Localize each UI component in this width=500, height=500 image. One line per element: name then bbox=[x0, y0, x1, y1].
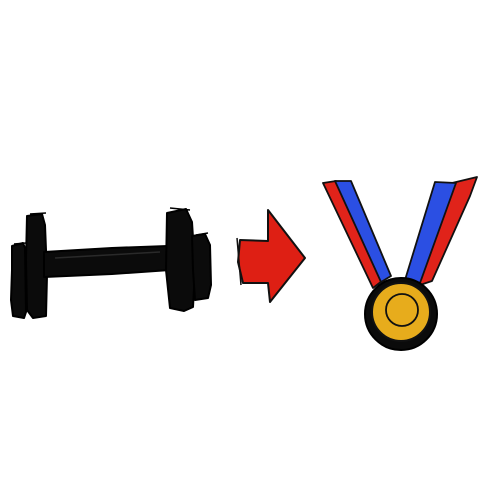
medal-inner-ring bbox=[385, 293, 419, 327]
dumbbell-bar bbox=[43, 245, 171, 278]
arrow-sketch-line bbox=[236, 237, 242, 286]
dumbbell-sketch-lines bbox=[13, 207, 209, 245]
ribbon-left-blue bbox=[334, 180, 392, 283]
dumbbell-left-outer-plate bbox=[10, 242, 27, 319]
dumbbell-right-outer-plate bbox=[191, 233, 212, 301]
dumbbell-bar-highlight bbox=[54, 251, 161, 259]
right-arrow-icon bbox=[236, 209, 306, 303]
dumbbell-left-inner-plate bbox=[25, 213, 48, 319]
medal-icon bbox=[322, 176, 478, 351]
dumbbell-icon bbox=[10, 207, 212, 319]
arrow-shape bbox=[237, 209, 306, 303]
dumbbell-right-inner-plate bbox=[165, 208, 196, 312]
